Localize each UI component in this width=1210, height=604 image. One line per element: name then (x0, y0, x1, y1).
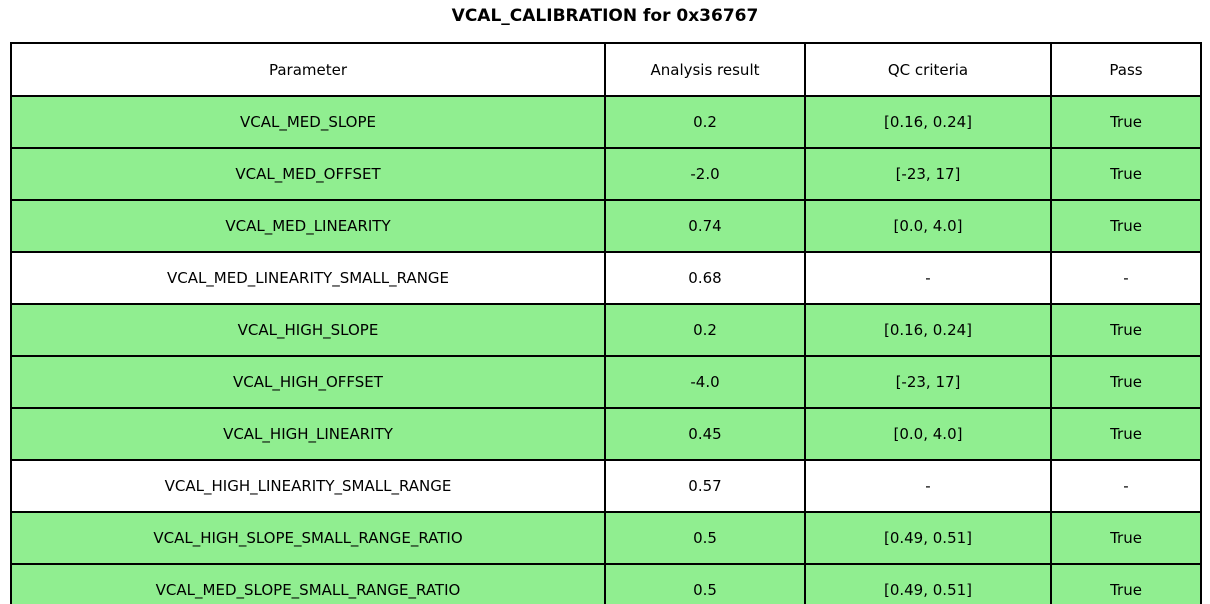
analysis-result-cell: 0.2 (604, 95, 806, 149)
table-row: VCAL_HIGH_SLOPE_SMALL_RANGE_RATIO 0.5 [0.4… (10, 511, 1202, 565)
table-row: VCAL_HIGH_LINEARITY_SMALL_RANGE 0.57- - (10, 459, 1202, 513)
pass-cell: - (1050, 251, 1202, 305)
parameter-cell: VCAL_MED_LINEARITY_SMALL_RANGE (10, 251, 606, 305)
pass-cell: True (1050, 147, 1202, 201)
table-row: VCAL_MED_SLOPE 0.2 [0.16, 0.24] True (10, 95, 1202, 149)
pass-cell: True (1050, 563, 1202, 604)
table-header: Parameter Analysis result QC criteria Pa… (10, 42, 1202, 97)
analysis-result-cell: 0.2 (604, 303, 806, 357)
pass-cell: True (1050, 199, 1202, 253)
table-body: VCAL_MED_SLOPE 0.2 [0.16, 0.24] True VCAL_ME… (10, 95, 1202, 604)
analysis-result-cell: 0.5 (604, 563, 806, 604)
pass-cell: True (1050, 511, 1202, 565)
table-header-row: Parameter Analysis result QC criteria Pa… (10, 42, 1202, 97)
qc-criteria-cell: [0.16, 0.24] (804, 95, 1052, 149)
analysis-result-cell: -4.0 (604, 355, 806, 409)
parameter-cell: VCAL_MED_SLOPE_SMALL_RANGE_RATIO (10, 563, 606, 604)
analysis-result-cell: 0.5 (604, 511, 806, 565)
parameter-cell: VCAL_MED_LINEARITY (10, 199, 606, 253)
qc-criteria-cell: [0.16, 0.24] (804, 303, 1052, 357)
analysis-result-cell: -2.0 (604, 147, 806, 201)
table-row: VCAL_HIGH_SLOPE 0.2 [0.16, 0.24] True (10, 303, 1202, 357)
table-row: VCAL_MED_LINEARITY 0.74 [0.0, 4.0] True (10, 199, 1202, 253)
parameter-cell: VCAL_HIGH_LINEARITY_SMALL_RANGE (10, 459, 606, 513)
analysis-result-cell: 0.45 (604, 407, 806, 461)
pass-cell: True (1050, 407, 1202, 461)
page-title: VCAL_CALIBRATION for 0x36767 (451, 6, 759, 26)
pass-cell: True (1050, 95, 1202, 149)
qc-criteria-cell: - (804, 251, 1052, 305)
qc-criteria-cell: [0.49, 0.51] (804, 563, 1052, 604)
qc-criteria-cell: [0.0, 4.0] (804, 407, 1052, 461)
analysis-result-cell: 0.68 (604, 251, 806, 305)
table-row: VCAL_MED_OFFSET -2.0 [-23, 17] True (10, 147, 1202, 201)
analysis-result-cell: 0.57 (604, 459, 806, 513)
qc-criteria-cell: - (804, 459, 1052, 513)
table-row: VCAL_MED_SLOPE_SMALL_RANGE_RATIO 0.5 [0.49… (10, 563, 1202, 604)
column-header-parameter: Parameter (10, 42, 606, 97)
parameter-cell: VCAL_HIGH_LINEARITY (10, 407, 606, 461)
column-header-pass: Pass (1050, 42, 1202, 97)
parameter-cell: VCAL_MED_SLOPE (10, 95, 606, 149)
qc-criteria-cell: [0.49, 0.51] (804, 511, 1052, 565)
qc-results-table: Parameter Analysis result QC criteria Pa… (10, 42, 1202, 604)
parameter-cell: VCAL_HIGH_SLOPE_SMALL_RANGE_RATIO (10, 511, 606, 565)
table-row: VCAL_HIGH_LINEARITY 0.45 [0.0, 4.0] True (10, 407, 1202, 461)
parameter-cell: VCAL_HIGH_OFFSET (10, 355, 606, 409)
qc-criteria-cell: [-23, 17] (804, 355, 1052, 409)
table-row: VCAL_HIGH_OFFSET -4.0 [-23, 17] True (10, 355, 1202, 409)
qc-criteria-cell: [0.0, 4.0] (804, 199, 1052, 253)
pass-cell: True (1050, 303, 1202, 357)
column-header-analysis-result: Analysis result (604, 42, 806, 97)
pass-cell: True (1050, 355, 1202, 409)
pass-cell: - (1050, 459, 1202, 513)
analysis-result-cell: 0.74 (604, 199, 806, 253)
parameter-cell: VCAL_MED_OFFSET (10, 147, 606, 201)
parameter-cell: VCAL_HIGH_SLOPE (10, 303, 606, 357)
table-row: VCAL_MED_LINEARITY_SMALL_RANGE 0.68- - (10, 251, 1202, 305)
column-header-qc-criteria: QC criteria (804, 42, 1052, 97)
qc-criteria-cell: [-23, 17] (804, 147, 1052, 201)
